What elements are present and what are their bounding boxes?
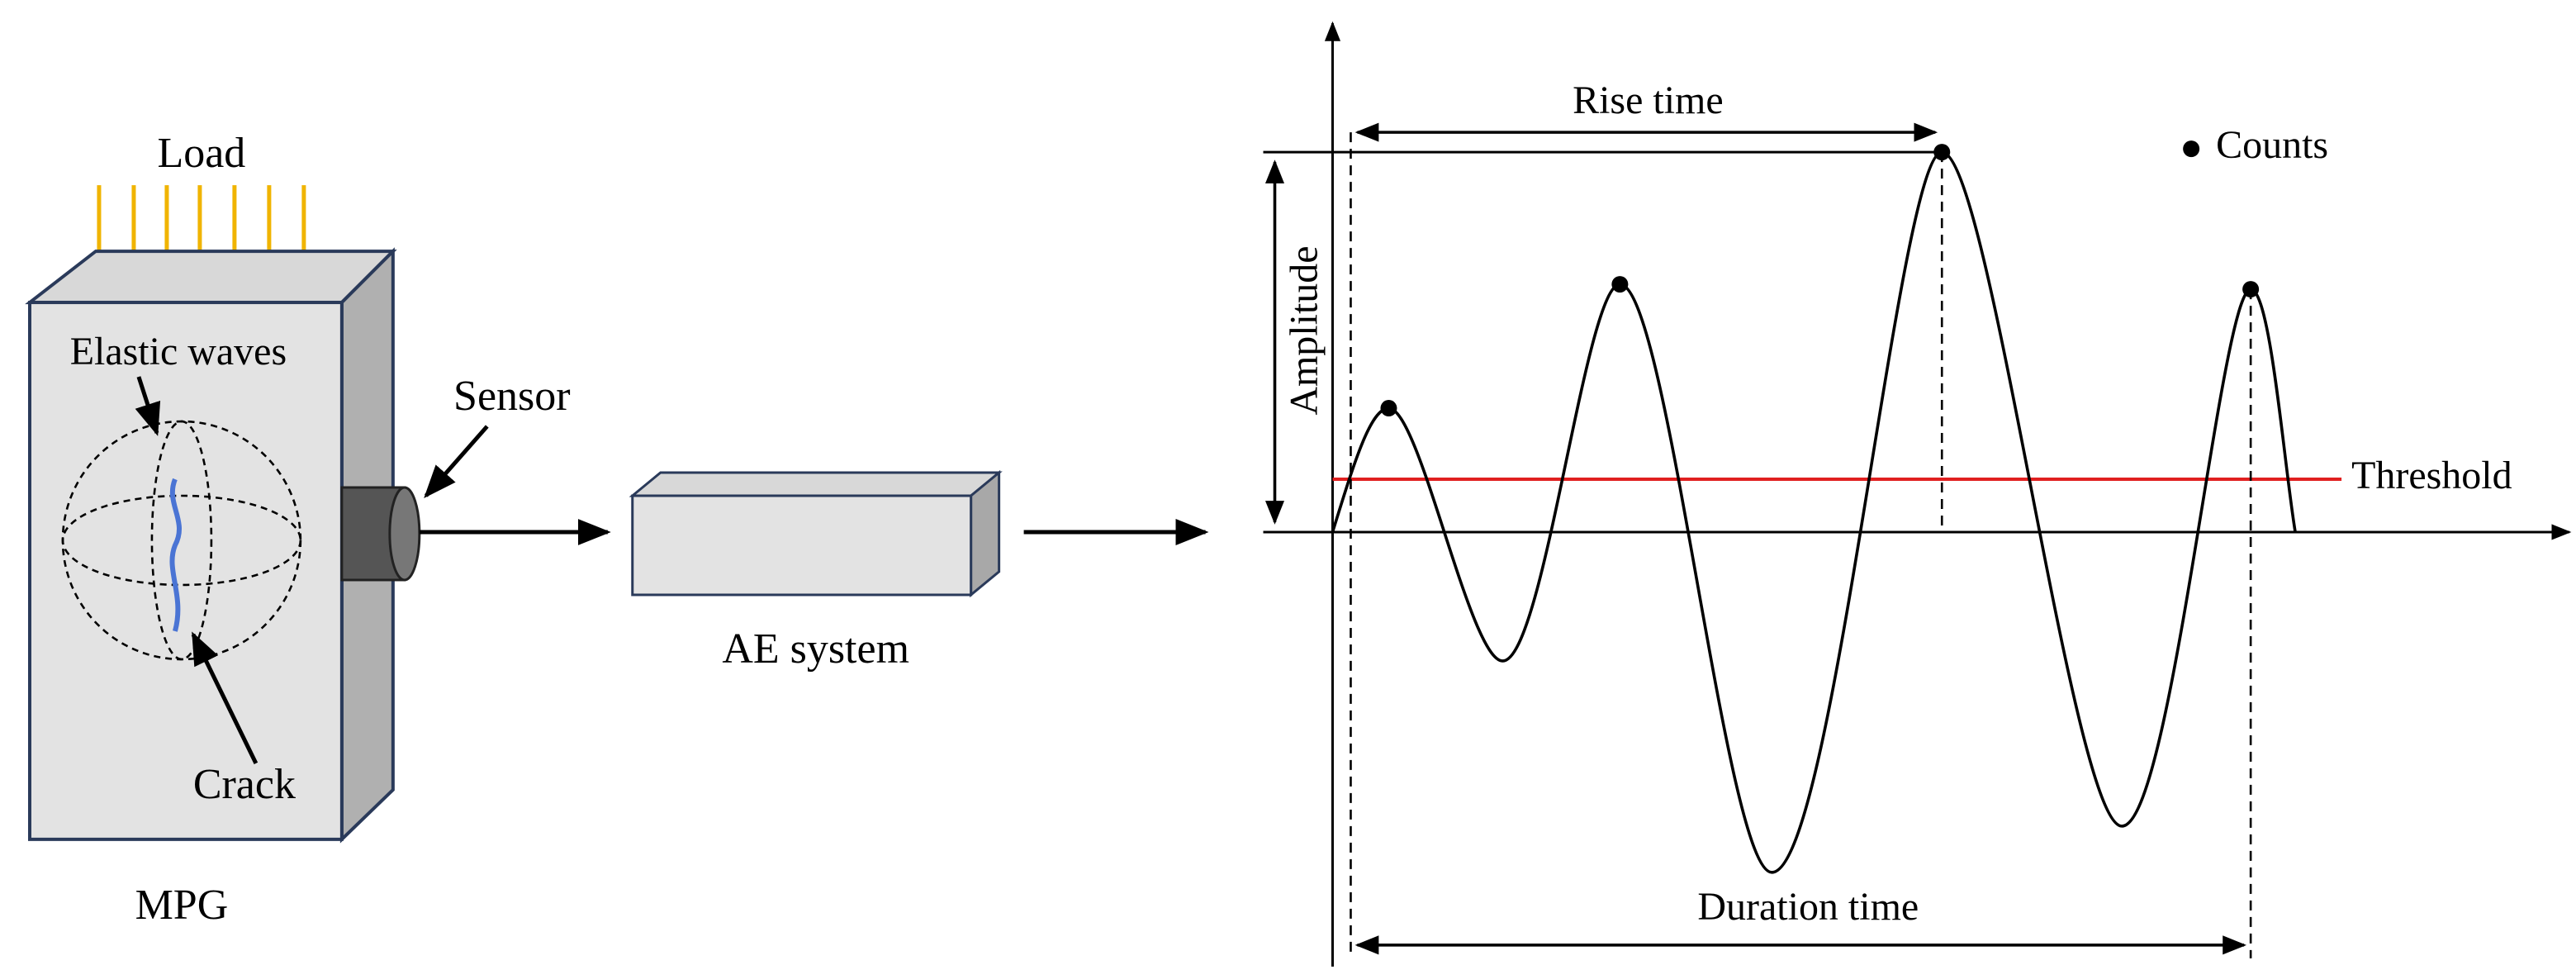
- waveform: [1331, 150, 2297, 874]
- wave-sphere: [61, 420, 302, 661]
- counts-label: Counts: [2216, 123, 2328, 167]
- specimen-label: MPG: [135, 882, 229, 929]
- sensor-label: Sensor: [453, 373, 570, 420]
- guide-lines: [1350, 132, 2252, 958]
- waves-label: Elastic waves: [70, 330, 287, 373]
- amplitude-label: Amplitude: [1283, 245, 1326, 415]
- duration-label: Duration time: [1697, 885, 1919, 929]
- load-arrows: [88, 185, 314, 288]
- threshold-label: Threshold: [2351, 454, 2512, 497]
- crack: [169, 478, 182, 632]
- load-label: Load: [158, 130, 246, 177]
- count-dots: [1380, 140, 2260, 417]
- ae-box: [629, 469, 1003, 598]
- ae-label: AE system: [722, 625, 909, 673]
- sensor: [340, 486, 421, 582]
- crack-label: Crack: [193, 761, 296, 808]
- crack-arrow: [191, 631, 259, 764]
- waveform-axes: [1263, 21, 2572, 967]
- rise-time-label: Rise time: [1573, 78, 1724, 122]
- sensor-arrow: [424, 425, 489, 498]
